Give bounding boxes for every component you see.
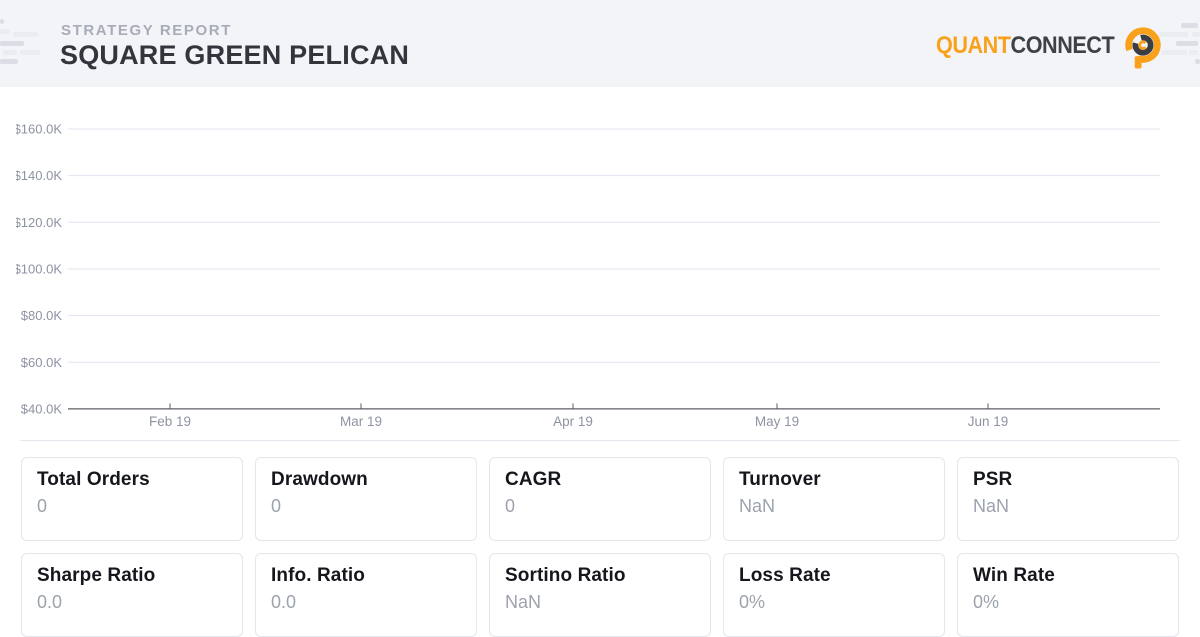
logo-text-connect: CONNECT bbox=[1010, 32, 1115, 59]
decoration-bar bbox=[13, 32, 38, 37]
stat-label: Loss Rate bbox=[739, 565, 831, 586]
x-axis-label: Feb 19 bbox=[149, 414, 191, 429]
stat-label: Turnover bbox=[739, 469, 821, 490]
decoration-bar bbox=[1161, 50, 1187, 55]
decoration-bar bbox=[0, 19, 4, 24]
stat-label: Sortino Ratio bbox=[505, 565, 626, 586]
decoration-bar bbox=[0, 29, 10, 34]
x-axis-label: Jun 19 bbox=[968, 414, 1009, 429]
stat-label: Win Rate bbox=[973, 565, 1055, 586]
y-axis-label: $60.0K bbox=[21, 355, 63, 370]
stat-value: NaN bbox=[739, 496, 776, 516]
stat-value: 0% bbox=[739, 592, 766, 612]
stat-card-psr: PSR NaN bbox=[957, 457, 1179, 541]
stat-value: 0.0 bbox=[271, 592, 297, 612]
stat-label: CAGR bbox=[505, 469, 562, 490]
stat-label: Info. Ratio bbox=[271, 565, 365, 586]
decoration-bar bbox=[0, 59, 18, 64]
stat-card-sortino-ratio: Sortino Ratio NaN bbox=[489, 553, 711, 637]
decoration-bar bbox=[1176, 41, 1198, 46]
quantconnect-logo-icon bbox=[1125, 27, 1161, 69]
stat-card-win-rate: Win Rate 0% bbox=[957, 553, 1179, 637]
report-header: STRATEGY REPORT SQUARE GREEN PELICAN QUA… bbox=[0, 0, 1200, 87]
decoration-bar bbox=[1195, 59, 1200, 64]
y-axis-labels: $160.0K $140.0K $120.0K $100.0K $80.0K $60.0K… bbox=[14, 122, 63, 417]
stat-value: 0% bbox=[973, 592, 1000, 612]
stat-card-cagr: CAGR 0 bbox=[489, 457, 711, 541]
y-axis-label: $100.0K bbox=[14, 261, 63, 276]
y-axis-label: $80.0K bbox=[21, 308, 63, 323]
quantconnect-logo[interactable]: QUANTCONNECT bbox=[936, 22, 1164, 70]
section-divider bbox=[20, 440, 1180, 441]
page-title: SQUARE GREEN PELICAN bbox=[60, 40, 410, 70]
y-axis-label: $160.0K bbox=[14, 122, 63, 137]
x-axis-label: May 19 bbox=[755, 414, 799, 429]
decoration-bar bbox=[1192, 32, 1200, 37]
stat-card-info-ratio: Info. Ratio 0.0 bbox=[255, 553, 477, 637]
equity-chart: $160.0K $140.0K $120.0K $100.0K $80.0K $60.0K… bbox=[14, 122, 1160, 429]
stat-value: 0.0 bbox=[37, 592, 63, 612]
stat-value: 0 bbox=[271, 496, 282, 516]
stat-card-sharpe-ratio: Sharpe Ratio 0.0 bbox=[21, 553, 243, 637]
stat-value: NaN bbox=[973, 496, 1010, 516]
decoration-bar bbox=[0, 41, 24, 46]
quantconnect-logo-text: QUANTCONNECT bbox=[936, 24, 1115, 68]
y-axis-label: $120.0K bbox=[14, 215, 63, 230]
stat-label: PSR bbox=[973, 469, 1013, 490]
decoration-bar bbox=[3, 50, 17, 55]
stat-value: 0 bbox=[505, 496, 516, 516]
y-axis-label: $40.0K bbox=[21, 401, 63, 416]
decoration-bar bbox=[20, 50, 40, 55]
decoration-bar bbox=[1181, 23, 1198, 28]
decoration-bar bbox=[1159, 32, 1188, 37]
stat-label: Drawdown bbox=[271, 469, 368, 490]
stat-card-loss-rate: Loss Rate 0% bbox=[723, 553, 945, 637]
x-axis-label: Apr 19 bbox=[553, 414, 593, 429]
stat-card-turnover: Turnover NaN bbox=[723, 457, 945, 541]
stat-label: Total Orders bbox=[37, 469, 150, 490]
report-eyebrow: STRATEGY REPORT bbox=[61, 22, 232, 39]
decoration-bar bbox=[1189, 50, 1198, 55]
stat-value: NaN bbox=[505, 592, 542, 612]
logo-text-quant: QUANT bbox=[936, 32, 1011, 59]
y-axis-label: $140.0K bbox=[14, 168, 63, 183]
stats-grid: Total Orders 0 Drawdown 0 CAGR 0 Turnove… bbox=[21, 457, 1179, 637]
stat-card-total-orders: Total Orders 0 bbox=[21, 457, 243, 541]
stat-label: Sharpe Ratio bbox=[37, 565, 156, 586]
x-axis-label: Mar 19 bbox=[340, 414, 382, 429]
stat-card-drawdown: Drawdown 0 bbox=[255, 457, 477, 541]
stat-value: 0 bbox=[37, 496, 48, 516]
